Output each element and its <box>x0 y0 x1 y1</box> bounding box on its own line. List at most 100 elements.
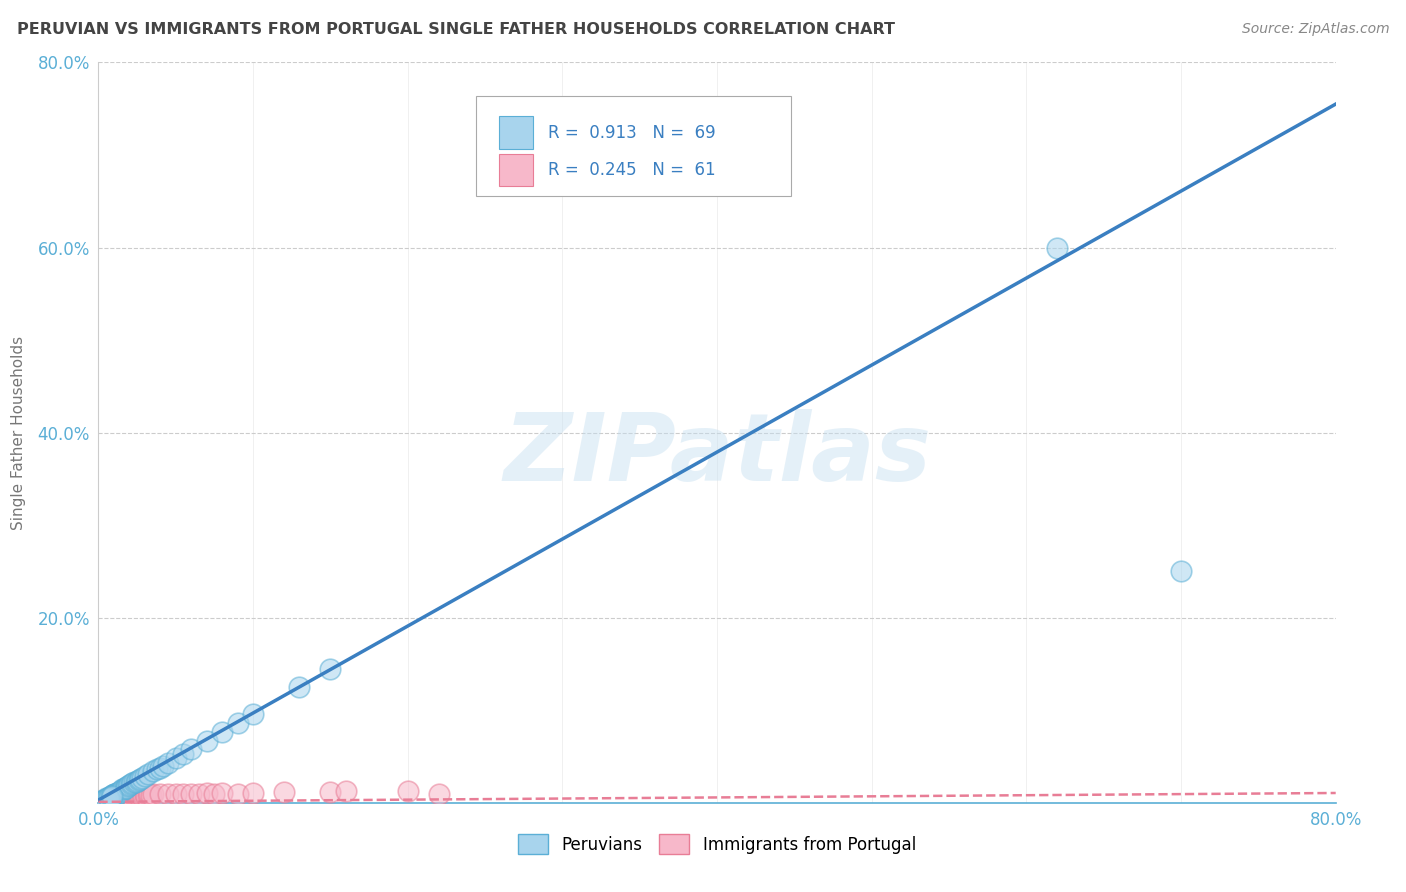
Point <box>120 789 142 804</box>
Point <box>101 789 124 803</box>
Point <box>89 795 111 809</box>
Legend: Peruvians, Immigrants from Portugal: Peruvians, Immigrants from Portugal <box>512 828 922 861</box>
Point <box>93 795 115 809</box>
Point <box>211 786 233 800</box>
Point <box>335 784 357 798</box>
Point <box>96 793 118 807</box>
Point <box>91 793 114 807</box>
Point <box>112 791 135 805</box>
Point <box>226 716 249 731</box>
Point <box>98 790 121 805</box>
Point <box>134 789 156 803</box>
Point <box>122 789 145 804</box>
Point <box>188 787 211 801</box>
Point <box>98 791 121 805</box>
Point <box>89 795 111 809</box>
Point <box>93 793 115 807</box>
Point <box>96 793 118 807</box>
Point <box>104 791 127 805</box>
Point <box>91 795 114 809</box>
Point <box>100 790 122 805</box>
Point <box>104 788 127 802</box>
Point <box>114 780 136 795</box>
Point <box>204 787 226 801</box>
Point <box>396 784 419 798</box>
Point <box>98 793 121 807</box>
Point <box>139 789 162 803</box>
Point <box>115 780 138 795</box>
Point <box>100 793 122 807</box>
Point <box>146 762 169 776</box>
Point <box>101 789 124 804</box>
Text: R =  0.245   N =  61: R = 0.245 N = 61 <box>547 161 716 178</box>
Point <box>103 792 125 806</box>
Text: R =  0.913   N =  69: R = 0.913 N = 69 <box>547 124 716 142</box>
Point <box>97 791 120 805</box>
Point <box>288 680 311 694</box>
Point <box>97 791 120 805</box>
Point <box>96 791 118 805</box>
Point <box>97 792 120 806</box>
Point <box>165 751 187 765</box>
Point <box>90 794 112 808</box>
Point <box>165 787 187 801</box>
Point <box>93 794 115 808</box>
Point <box>141 764 165 779</box>
Point <box>114 790 136 805</box>
Point <box>242 786 264 800</box>
Point <box>131 771 153 785</box>
Point <box>108 791 131 805</box>
Point <box>138 788 160 802</box>
Point <box>211 725 233 739</box>
Point <box>172 787 194 801</box>
Point <box>93 793 115 807</box>
Point <box>105 792 128 806</box>
Point <box>100 792 122 806</box>
Point <box>115 790 138 805</box>
Point <box>319 785 342 799</box>
Point <box>108 784 131 798</box>
Point <box>157 788 180 802</box>
Point <box>97 794 120 808</box>
Point <box>100 789 122 804</box>
Point <box>107 791 129 805</box>
Point <box>273 785 295 799</box>
Point <box>103 791 125 805</box>
Point <box>131 789 153 804</box>
Point <box>180 742 202 756</box>
Point <box>226 787 249 801</box>
Point <box>195 786 218 800</box>
Point <box>134 769 156 783</box>
Point <box>93 794 115 808</box>
Point <box>90 795 112 809</box>
Point <box>180 788 202 802</box>
Point <box>98 792 121 806</box>
Point <box>141 788 165 802</box>
Point <box>103 789 125 803</box>
Y-axis label: Single Father Households: Single Father Households <box>11 335 27 530</box>
Point <box>120 777 142 791</box>
Point <box>427 787 450 801</box>
Point <box>129 789 152 803</box>
Point <box>149 788 172 802</box>
FancyBboxPatch shape <box>475 95 792 195</box>
Point <box>128 789 150 804</box>
Point <box>101 789 124 804</box>
Point <box>98 791 121 805</box>
Point <box>91 794 114 808</box>
Point <box>104 787 127 801</box>
Point <box>172 747 194 761</box>
Point <box>121 776 143 790</box>
Point <box>111 790 132 805</box>
Point <box>242 706 264 721</box>
Point <box>135 789 157 804</box>
Point <box>1046 240 1069 255</box>
Point <box>319 662 342 676</box>
Point <box>128 772 150 787</box>
Text: Source: ZipAtlas.com: Source: ZipAtlas.com <box>1241 22 1389 37</box>
Point <box>117 779 139 793</box>
Point <box>117 789 139 804</box>
Point <box>127 789 149 803</box>
Text: PERUVIAN VS IMMIGRANTS FROM PORTUGAL SINGLE FATHER HOUSEHOLDS CORRELATION CHART: PERUVIAN VS IMMIGRANTS FROM PORTUGAL SIN… <box>17 22 894 37</box>
Point <box>152 758 174 772</box>
